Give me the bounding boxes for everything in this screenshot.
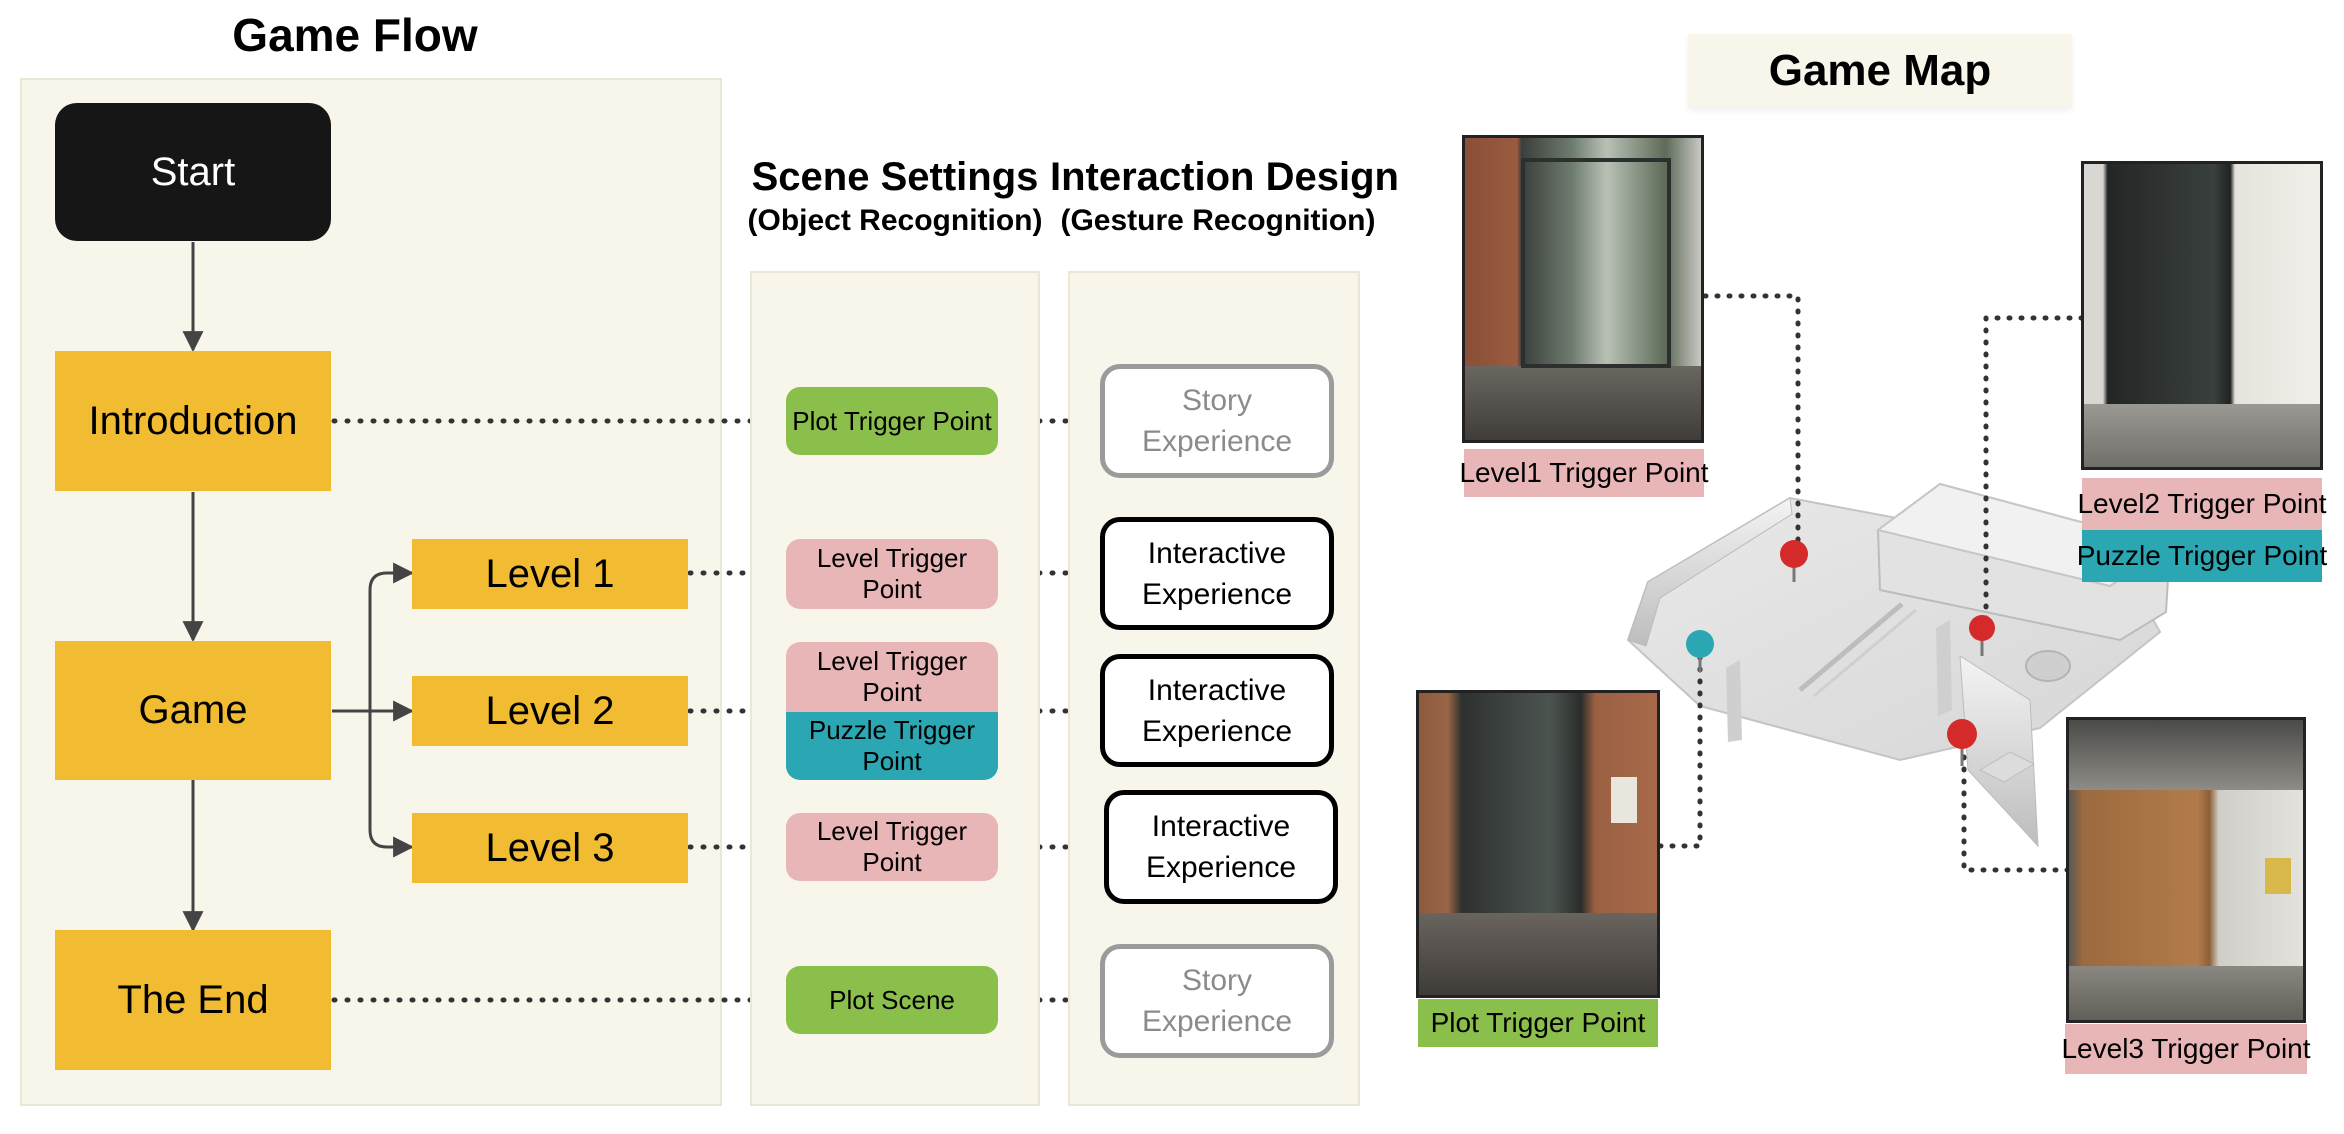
steps <box>1978 751 2036 783</box>
level3-photo-floor <box>2069 966 2303 1020</box>
back-wall <box>1627 497 1793 647</box>
level3-trigger-label: Level3 Trigger Point <box>2061 1024 2311 1074</box>
level1-trigger-label-text: Level1 Trigger Point <box>1459 457 1709 488</box>
level2-trigger-label: Level2 Trigger Point <box>2077 478 2327 530</box>
scene-settings-subtitle: (Object Recognition) <box>747 204 1043 237</box>
level2-photo-floor <box>2084 404 2320 467</box>
interaction-design-subtitle: (Gesture Recognition) <box>1060 204 1376 237</box>
interactive-text: Interactive <box>1147 536 1287 570</box>
level3-node: Level 3 <box>412 813 688 883</box>
level3-trigger-point-text: Level Trigger Point <box>816 816 968 877</box>
plot-scene-text: Plot Scene <box>829 984 955 1015</box>
puzzle-trigger-point-text: Puzzle Trigger Point <box>808 715 976 776</box>
level1-photo <box>1462 135 1704 443</box>
puzzle-trigger-label: Puzzle Trigger Point <box>2077 530 2327 582</box>
plot-photo-poster <box>1611 777 1637 823</box>
level2-trigger-point-tag: Level Trigger Point <box>786 642 998 712</box>
interactive-experience-level1: Interactive Experience <box>1100 517 1334 630</box>
game-flow-title: Game Flow <box>232 9 478 61</box>
level3-photo <box>2066 717 2306 1023</box>
level1-trigger-label: Level1 Trigger Point <box>1459 449 1709 497</box>
branch-level3 <box>368 711 415 858</box>
corridor-line-1 <box>1798 602 1904 692</box>
round-opening <box>2025 650 2071 682</box>
branch-level1 <box>368 562 415 711</box>
plot-scene-tag: Plot Scene <box>786 966 998 1034</box>
level1-node: Level 1 <box>412 539 688 609</box>
level1-photo-floor <box>1465 366 1701 440</box>
partition-wall-2 <box>1936 620 1952 716</box>
game-map-title-text: Game Map <box>1768 46 1992 95</box>
level1-trigger-point-text: Level Trigger Point <box>816 543 968 604</box>
plot-trigger-point-text: Plot Trigger Point <box>792 405 992 436</box>
level2-node: Level 2 <box>412 676 688 746</box>
story-text: Story <box>1181 384 1253 417</box>
level1-trigger-point-tag: Level Trigger Point <box>786 539 998 609</box>
level3-label: Level 3 <box>485 825 615 870</box>
puzzle-trigger-point-tag: Puzzle Trigger Point <box>786 712 998 780</box>
start-node: Start <box>55 103 331 241</box>
interaction-design-title: Interaction Design <box>1050 155 1399 199</box>
plot-trigger-label: Plot Trigger Point <box>1418 999 1658 1047</box>
game-map-title: Game Map <box>1688 34 2072 108</box>
plot-photo <box>1416 690 1660 998</box>
pin-level2 <box>1969 615 1995 656</box>
plot-photo-floor <box>1419 913 1657 995</box>
level2-trigger-point-text: Level Trigger Point <box>816 646 968 707</box>
pin-level3 <box>1947 719 1977 766</box>
start-label: Start <box>150 149 236 194</box>
puzzle-trigger-label-text: Puzzle Trigger Point <box>2076 540 2328 571</box>
experience-text: Experience <box>1141 425 1293 458</box>
interactive-text: Interactive <box>1151 810 1291 843</box>
pin-level1 <box>1780 540 1808 582</box>
scene-settings-title: Scene Settings <box>751 155 1039 199</box>
level3-photo-poster <box>2265 858 2291 894</box>
experience-text: Experience <box>1141 1005 1293 1038</box>
experience-text: Experience <box>1141 577 1293 611</box>
plot-trigger-label-text: Plot Trigger Point <box>1430 1007 1646 1038</box>
experience-text: Experience <box>1141 714 1293 748</box>
experience-text: Experience <box>1145 851 1297 884</box>
partition-wall-1 <box>1726 660 1742 742</box>
game-node: Game <box>55 641 331 780</box>
plot-trigger-point-tag: Plot Trigger Point <box>786 387 998 455</box>
level2-label: Level 2 <box>485 688 615 733</box>
leader-plot <box>1657 647 1703 849</box>
story-experience-end: Story Experience <box>1100 944 1334 1058</box>
leader-level2 <box>1983 315 2085 631</box>
interactive-experience-level3: Interactive Experience <box>1104 790 1338 904</box>
story-text: Story <box>1181 964 1253 997</box>
level1-photo-door-frame <box>1521 158 1671 368</box>
corridor-line-2 <box>1813 608 1917 698</box>
end-label: The End <box>117 977 269 1022</box>
introduction-node: Introduction <box>55 351 331 491</box>
interactive-text: Interactive <box>1147 673 1287 707</box>
level3-photo-ceiling <box>2069 720 2303 790</box>
introduction-label: Introduction <box>88 398 298 443</box>
end-node: The End <box>55 930 331 1070</box>
story-experience-intro: Story Experience <box>1100 364 1334 478</box>
level3-trigger-point-tag: Level Trigger Point <box>786 813 998 881</box>
level2-trigger-label-text: Level2 Trigger Point <box>2077 488 2327 519</box>
level1-label: Level 1 <box>485 551 615 596</box>
level3-trigger-label-text: Level3 Trigger Point <box>2061 1033 2311 1064</box>
game-label: Game <box>138 688 248 732</box>
pin-plot <box>1686 630 1714 672</box>
level2-photo <box>2081 161 2323 470</box>
leader-level3 <box>1961 743 2071 873</box>
interactive-experience-level2: Interactive Experience <box>1100 654 1334 767</box>
